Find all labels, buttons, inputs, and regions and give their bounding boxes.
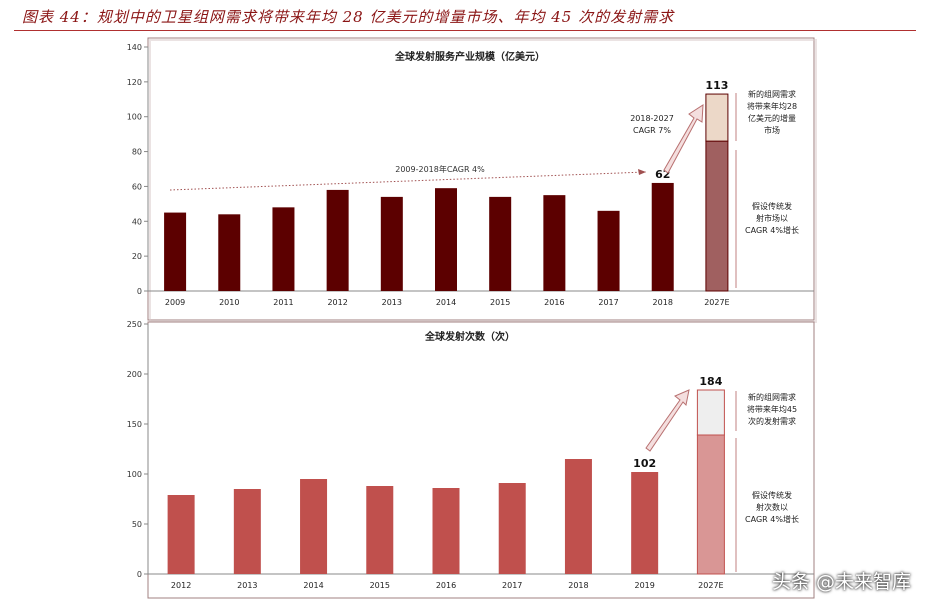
bottom-data-label-2019: 102 — [633, 457, 656, 470]
top-xlabel-2027E: 2027E — [704, 298, 729, 307]
bottom-bar-2027E-base — [696, 434, 725, 575]
watermark: 头条 @未来智库 — [771, 571, 911, 593]
top-bar-2015 — [489, 196, 512, 291]
top-xlabel-2010: 2010 — [219, 298, 239, 307]
bottom-ytick-label-5: 250 — [127, 320, 142, 329]
bottom-xlabel-2015: 2015 — [370, 581, 390, 590]
top-xlabel-2009: 2009 — [165, 298, 185, 307]
cagr-label-line1: 2018-2027 — [630, 114, 674, 123]
top-ytick-label-5: 100 — [127, 113, 142, 122]
bottom-chart-title: 全球发射次数（次） — [424, 330, 515, 343]
bottom-bar-2016 — [432, 488, 460, 574]
bottom-ytick-label-3: 150 — [127, 420, 142, 429]
bottom-x-labels: 2012 2013 2014 2015 2016 2017 2018 2019 2027E — [171, 581, 724, 590]
cagr-label-line2: CAGR 7% — [633, 126, 671, 135]
bottom-new-note-line-1: 将带来年均45 — [747, 404, 797, 414]
bottom-base-note-line-1: 射次数以 — [756, 502, 788, 512]
top-new-note-line-0: 新的组网需求 — [748, 89, 796, 99]
top-bar-2027E-base — [705, 140, 729, 292]
bottom-xlabel-2027E: 2027E — [698, 581, 723, 590]
top-bar-2011 — [272, 207, 295, 291]
bottom-bar-2013 — [233, 489, 261, 574]
top-xlabel-2014: 2014 — [436, 298, 456, 307]
top-ytick-label-6: 120 — [127, 78, 142, 87]
trend-arrowhead — [638, 169, 646, 175]
bottom-xlabel-2017: 2017 — [502, 581, 522, 590]
bottom-ytick-label-2: 100 — [127, 470, 142, 479]
bottom-xlabel-2019: 2019 — [634, 581, 654, 590]
top-new-note-line-1: 将带来年均28 — [747, 101, 797, 111]
top-base-note-line-2: CAGR 4%增长 — [745, 225, 799, 235]
top-chart-title: 全球发射服务产业规模（亿美元） — [394, 50, 545, 63]
top-bar-2017 — [597, 210, 620, 291]
bottom-growth-arrow — [645, 389, 690, 452]
bottom-bar-2027E-increment — [696, 389, 725, 436]
top-y-ticks: 0 20 40 60 80 100 120 140 — [127, 43, 148, 296]
bottom-bar-2019 — [631, 472, 659, 574]
top-base-note-line-1: 射市场以 — [756, 213, 788, 223]
top-bar-2013 — [380, 196, 403, 291]
title-rule — [14, 30, 916, 31]
top-xlabel-2011: 2011 — [273, 298, 293, 307]
bottom-ytick-label-1: 50 — [132, 520, 142, 529]
bottom-bar-2018 — [564, 459, 592, 574]
top-ytick-label-0: 0 — [137, 287, 142, 296]
top-ytick-label-7: 140 — [127, 43, 142, 52]
top-bar-2009 — [164, 212, 187, 291]
trend-label: 2009-2018年CAGR 4% — [395, 164, 485, 174]
top-bar-2010 — [218, 214, 241, 291]
top-x-labels: 2009 2010 2011 2012 2013 2014 2015 2016 2017 2018… — [165, 298, 730, 307]
top-new-note-line-3: 市场 — [764, 125, 780, 135]
bottom-base-note-line-2: CAGR 4%增长 — [745, 514, 799, 524]
bottom-data-label-2027E: 184 — [699, 375, 722, 388]
top-base-note-line-0: 假设传统发 — [752, 201, 792, 211]
bottom-new-note-line-2: 次的发射需求 — [748, 416, 796, 426]
bottom-bar-2015 — [366, 486, 394, 574]
bottom-bar-2017 — [498, 483, 526, 574]
bottom-ytick-label-4: 200 — [127, 370, 142, 379]
top-xlabel-2012: 2012 — [327, 298, 347, 307]
top-data-label-2027E: 113 — [705, 79, 728, 92]
figure-title: 图表 44：规划中的卫星组网需求将带来年均 28 亿美元的增量市场、年均 45 … — [22, 8, 675, 26]
launch-market-chart: 全球发射服务产业规模（亿美元） 0 20 40 60 80 100 120 140 62113… — [127, 37, 817, 323]
top-xlabel-2013: 2013 — [382, 298, 402, 307]
trend-line — [169, 171, 647, 191]
top-xlabel-2018: 2018 — [653, 298, 673, 307]
top-bar-2027E-increment — [705, 93, 729, 142]
top-bar-2012 — [326, 189, 349, 291]
bottom-xlabel-2012: 2012 — [171, 581, 191, 590]
bottom-xlabel-2013: 2013 — [237, 581, 257, 590]
bottom-xlabel-2016: 2016 — [436, 581, 456, 590]
top-bar-2018 — [651, 182, 674, 291]
bottom-bar-2014 — [300, 479, 328, 574]
bottom-y-ticks: 0 50 100 150 200 250 — [127, 320, 148, 579]
top-ytick-label-4: 80 — [132, 148, 142, 157]
bottom-bars: 102 184 — [167, 375, 725, 575]
top-new-note-line-2: 亿美元的增量 — [748, 113, 796, 123]
top-xlabel-2016: 2016 — [544, 298, 564, 307]
bottom-new-note-line-0: 新的组网需求 — [748, 392, 796, 402]
top-bar-2014 — [435, 188, 457, 291]
top-xlabel-2017: 2017 — [598, 298, 618, 307]
top-ytick-label-2: 40 — [132, 217, 142, 226]
top-ytick-label-1: 20 — [132, 252, 142, 261]
bottom-ytick-label-0: 0 — [137, 570, 142, 579]
figure-header: 图表 44：规划中的卫星组网需求将带来年均 28 亿美元的增量市场、年均 45 … — [0, 0, 925, 34]
top-ytick-label-3: 60 — [132, 182, 142, 191]
top-xlabel-2015: 2015 — [490, 298, 510, 307]
top-bar-2016 — [543, 195, 566, 291]
bottom-base-note-line-0: 假设传统发 — [752, 490, 792, 500]
bottom-xlabel-2018: 2018 — [568, 581, 588, 590]
bottom-xlabel-2014: 2014 — [303, 581, 323, 590]
cagr-arrow — [663, 104, 704, 174]
bottom-bar-2012 — [167, 495, 195, 574]
